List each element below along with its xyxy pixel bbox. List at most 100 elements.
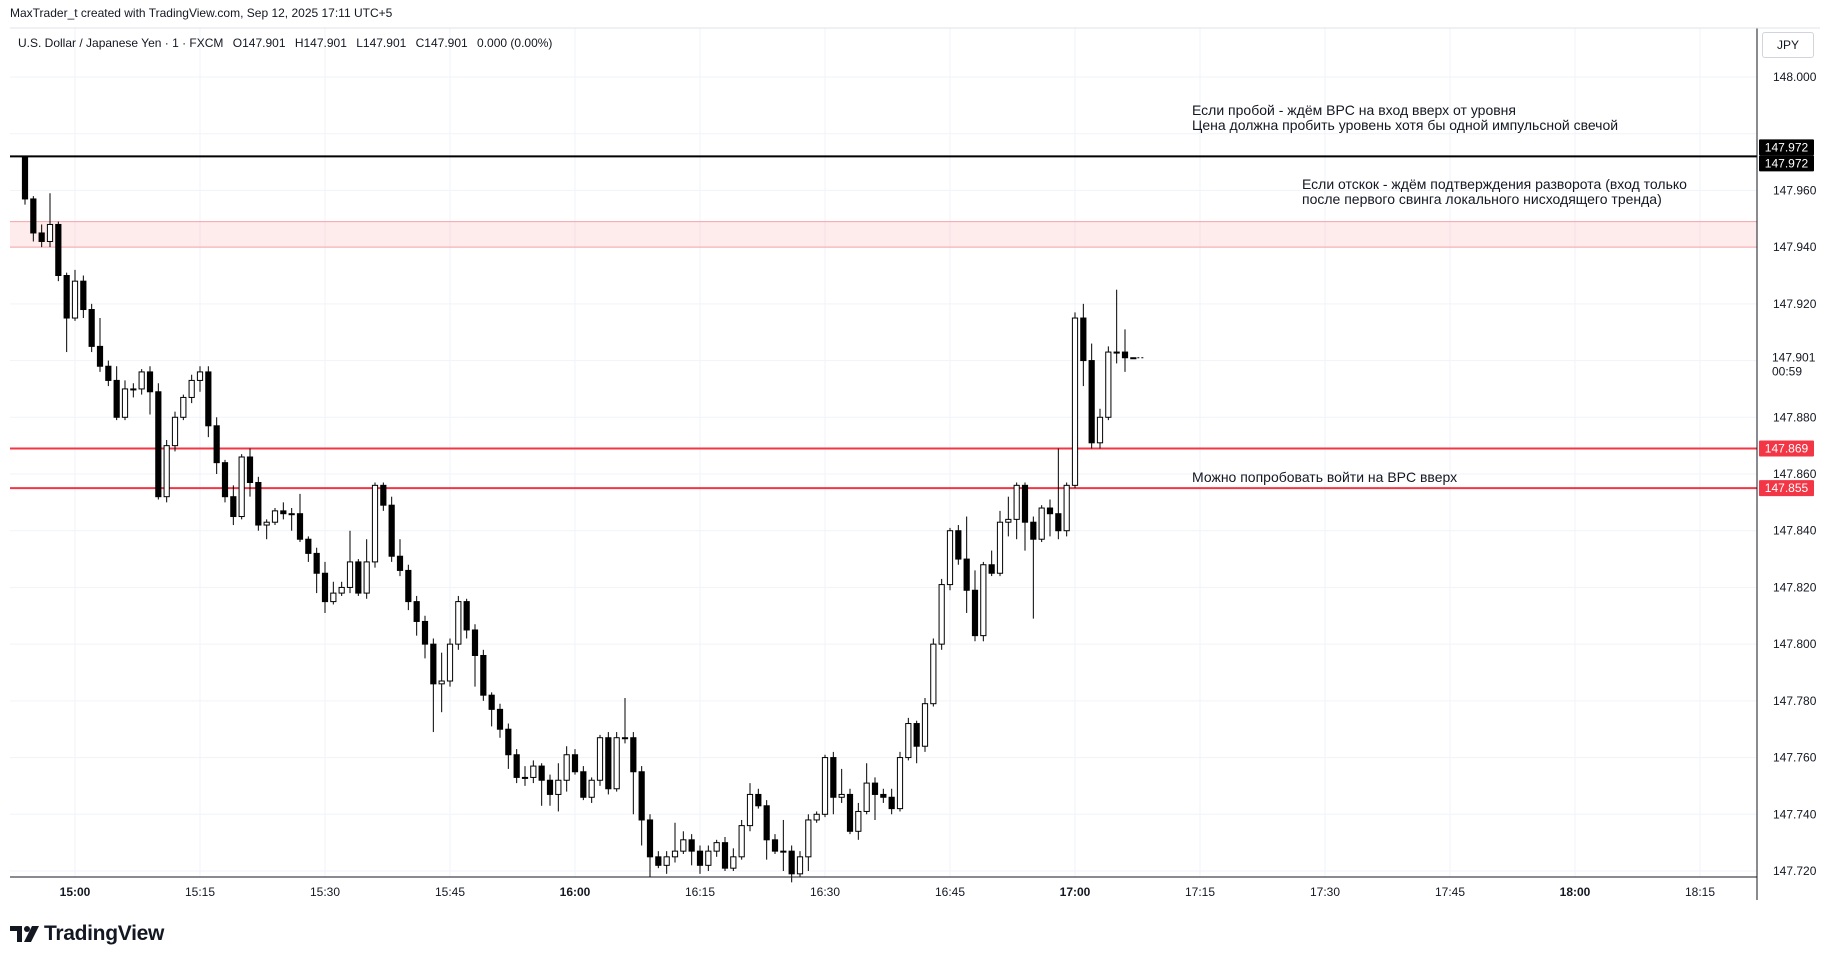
y-tick-label: 147.720 xyxy=(1773,864,1817,878)
annotation-line: Цена должна пробить уровень хотя бы одно… xyxy=(1192,117,1619,133)
candle xyxy=(221,459,229,503)
annotation-entry[interactable]: Можно попробовать войти на BPC вверх xyxy=(1192,470,1457,485)
candle-body-down xyxy=(696,850,704,866)
candle xyxy=(155,383,162,500)
symbol-name[interactable]: U.S. Dollar / Japanese Yen · 1 · FXCM xyxy=(18,36,224,50)
candle-body-up xyxy=(905,723,912,759)
candle-body-down xyxy=(871,782,879,795)
tradingview-logo-icon xyxy=(10,926,39,942)
ohlc-close: C147.901 xyxy=(415,36,468,50)
y-tick-label: 147.820 xyxy=(1773,580,1817,594)
candle xyxy=(30,196,37,242)
y-tick-label: 147.860 xyxy=(1773,467,1817,481)
candle xyxy=(388,496,395,562)
candle-body-up xyxy=(46,223,54,242)
candle xyxy=(46,193,54,248)
candle xyxy=(63,272,70,353)
candle-body-up xyxy=(921,703,929,747)
candle xyxy=(496,703,504,738)
candle xyxy=(96,318,104,372)
candle-body-up xyxy=(780,850,787,853)
candle-body-down xyxy=(771,839,779,852)
candle xyxy=(1088,343,1095,449)
candle-body-up xyxy=(1005,518,1012,523)
candle-body-down xyxy=(888,796,895,810)
y-tick-label: 147.880 xyxy=(1773,410,1817,424)
candle-body-up xyxy=(946,530,954,586)
candle xyxy=(80,275,87,319)
candle-body-up xyxy=(346,561,354,588)
candle-body-up xyxy=(180,396,187,418)
zone-fill xyxy=(10,221,1757,248)
candle-body-up xyxy=(363,561,370,594)
candle-body-up xyxy=(71,280,79,319)
candle xyxy=(571,749,579,775)
candle xyxy=(696,845,704,874)
candle xyxy=(638,766,645,846)
candle-body-up xyxy=(530,765,537,778)
candle xyxy=(371,482,379,568)
candle xyxy=(146,366,154,415)
candle-body-up xyxy=(805,819,812,858)
candle xyxy=(980,561,987,642)
candle xyxy=(405,564,412,611)
candle-body-up xyxy=(588,779,595,798)
candle-body-up xyxy=(1038,507,1045,540)
candle-body-down xyxy=(955,530,962,560)
candle-body-down xyxy=(830,757,837,798)
candle xyxy=(963,516,970,613)
candle-body-down xyxy=(688,839,695,852)
y-tick-label: 147.780 xyxy=(1773,694,1817,708)
annotation-bounce[interactable]: Если отскок - ждём подтверждения разворо… xyxy=(1302,177,1687,207)
candle xyxy=(730,848,737,871)
candle xyxy=(580,766,587,801)
candle xyxy=(738,819,745,860)
candle-body-up xyxy=(563,754,570,781)
y-tick-label: 147.840 xyxy=(1773,524,1817,538)
candle xyxy=(338,581,345,596)
symbol-legend[interactable]: U.S. Dollar / Japanese Yen · 1 · FXCM O1… xyxy=(18,36,558,50)
candle-body-down xyxy=(505,728,512,756)
candle xyxy=(913,720,920,764)
grid xyxy=(10,28,1757,877)
candle xyxy=(813,811,820,823)
ohlc-open: O147.901 xyxy=(232,36,286,50)
candle-body-up xyxy=(130,388,137,391)
top-bar: MaxTrader_t created with TradingView.com… xyxy=(0,0,1830,22)
candle xyxy=(363,539,370,599)
candle xyxy=(546,774,554,806)
candle xyxy=(196,366,204,392)
candle-body-down xyxy=(880,793,887,798)
candle xyxy=(346,530,354,594)
price-level-tag-text: 147.972 xyxy=(1765,156,1809,170)
candle-body-down xyxy=(30,198,37,234)
candle xyxy=(1013,482,1020,540)
tradingview-logo[interactable]: TradingView xyxy=(10,922,164,946)
candle-body-up xyxy=(1130,357,1137,360)
candle xyxy=(1130,357,1137,360)
candle xyxy=(105,360,112,387)
candle-body-up xyxy=(271,510,279,523)
candle xyxy=(463,598,470,639)
price-levels xyxy=(10,155,1757,490)
currency-button[interactable]: JPY xyxy=(1762,32,1814,58)
candle xyxy=(271,508,279,526)
candle xyxy=(630,732,637,815)
y-tick-label: 147.960 xyxy=(1773,183,1817,197)
candle xyxy=(438,652,445,713)
candle-body-up xyxy=(438,680,445,685)
candle-body-down xyxy=(546,779,554,795)
candle xyxy=(713,839,720,857)
annotation-breakout[interactable]: Если пробой - ждём BPC на вход вверх от … xyxy=(1192,103,1618,133)
candle-body-down xyxy=(246,456,254,484)
candle-body-down xyxy=(21,155,29,200)
candle-body-up xyxy=(705,850,712,866)
candle xyxy=(905,717,912,761)
candle-body-up xyxy=(596,737,604,781)
candle-body-up xyxy=(1013,484,1020,520)
candle xyxy=(1030,516,1037,619)
candle-body-up xyxy=(263,521,270,526)
y-tick-label: 148.000 xyxy=(1773,70,1817,84)
chart-credit: MaxTrader_t created with TradingView.com… xyxy=(10,6,393,20)
